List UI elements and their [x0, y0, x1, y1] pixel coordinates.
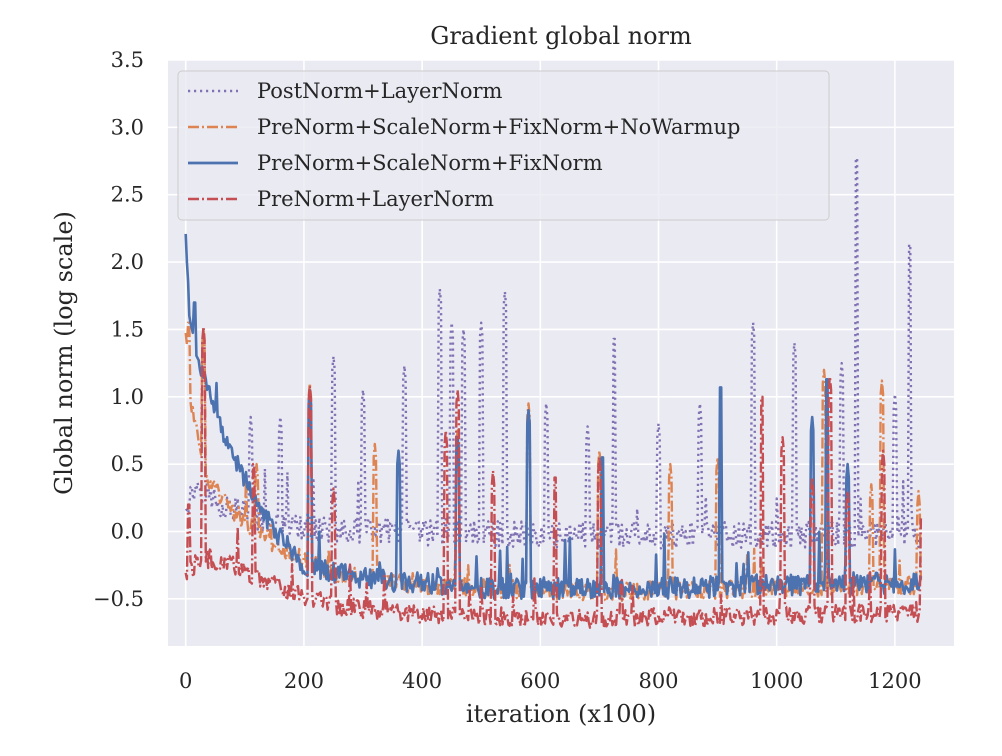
y-tick-label: 1.0 [111, 385, 144, 409]
series-line-4 [184, 325, 923, 630]
y-tick-label: 0.5 [111, 452, 144, 476]
x-ticks: 0 200 400 600 800 1000 1200 [179, 669, 922, 693]
legend-label: PreNorm+ScaleNorm+FixNorm+NoWarmup [257, 115, 740, 139]
x-tick-label: 0 [179, 669, 192, 693]
x-tick-label: 200 [284, 669, 324, 693]
x-tick-label: 800 [638, 669, 678, 693]
y-tick-label: 0.0 [111, 519, 144, 543]
y-tick-label: 2.5 [111, 183, 144, 207]
series-layer [184, 157, 923, 630]
legend-label: PostNorm+LayerNorm [257, 79, 503, 103]
y-tick-label: 3.0 [111, 115, 144, 139]
legend-box [177, 70, 830, 221]
legend-label: PreNorm+LayerNorm [257, 187, 494, 211]
y-tick-label: 2.0 [111, 250, 144, 274]
y-axis-label: Global norm (log scale) [50, 211, 78, 495]
x-tick-label: 400 [402, 669, 442, 693]
x-tick-label: 600 [520, 669, 560, 693]
chart-title: Gradient global norm [430, 22, 692, 50]
y-tick-label: 3.5 [111, 48, 144, 72]
y-tick-label: −0.5 [93, 587, 144, 611]
x-axis-label: iteration (x100) [466, 700, 656, 728]
legend: PostNorm+LayerNorm PreNorm+ScaleNorm+FixN… [177, 70, 830, 221]
y-tick-label: 1.5 [111, 317, 144, 341]
legend-label: PreNorm+ScaleNorm+FixNorm [257, 151, 603, 175]
series-line-1 [184, 157, 923, 550]
x-tick-label: 1000 [750, 669, 803, 693]
x-tick-label: 1200 [868, 669, 921, 693]
y-ticks: −0.5 0.0 0.5 1.0 1.5 2.0 2.5 3.0 3.5 [93, 48, 144, 611]
